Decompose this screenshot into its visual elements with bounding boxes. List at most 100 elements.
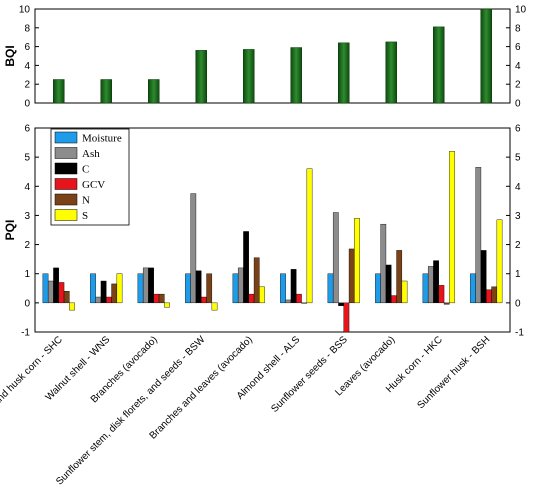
- pqi-bar-ash-husk-corn-hkc: [427, 266, 434, 304]
- legend-swatch-moisture: [54, 131, 78, 144]
- pqi-right-tick-label: 2: [515, 240, 521, 251]
- pqi-bar-n-sunflower-seeds-bss: [348, 248, 355, 304]
- legend-label-n: N: [82, 195, 90, 207]
- pqi-bar-moisture-sunflower-stem-disk-florets-and-seeds-bsw: [185, 273, 191, 304]
- pqi-bar-gcv-almond-shell-als: [296, 293, 302, 304]
- pqi-bar-s-sunflower-stem-disk-florets-and-seeds-bsw: [211, 302, 218, 311]
- bqi-bar-walnut-shell-wns: [100, 79, 112, 104]
- pqi-bar-ash-sunflower-husk-bsh: [475, 167, 482, 304]
- legend: Moisture Ash C GCV NS: [50, 128, 130, 226]
- pqi-bar-n-stalk-and-husk-corn-shc: [63, 291, 70, 304]
- bqi-bar-branches-and-leaves-avocado: [243, 49, 255, 104]
- pqi-bar-moisture-stalk-and-husk-corn-shc: [42, 273, 49, 304]
- pqi-right-tick-label: 5: [515, 153, 521, 164]
- pqi-bar-c-stalk-and-husk-corn-shc: [53, 267, 59, 304]
- pqi-left-tick-label: 6: [24, 124, 30, 135]
- pqi-bar-moisture-leaves-avocado: [375, 273, 381, 304]
- bqi-left-tick-label: 8: [24, 23, 30, 34]
- pqi-bar-s-almond-shell-als: [306, 168, 313, 304]
- bqi-left-tick-label: 10: [19, 5, 31, 16]
- pqi-bar-gcv-sunflower-stem-disk-florets-and-seeds-bsw: [201, 296, 207, 304]
- pqi-bar-moisture-almond-shell-als: [280, 273, 286, 304]
- bqi-left-tick-label: 2: [24, 80, 30, 91]
- pqi-bar-n-sunflower-stem-disk-florets-and-seeds-bsw: [206, 273, 213, 304]
- pqi-plot-frame: [34, 127, 511, 333]
- pqi-bar-n-sunflower-husk-bsh: [491, 286, 498, 304]
- pqi-bar-n-branches-and-leaves-avocado: [253, 257, 260, 304]
- pqi-left-tick-label: 2: [24, 240, 30, 251]
- bqi-left-tick-label: 4: [24, 61, 30, 72]
- pqi-bar-c-husk-corn-hkc: [433, 260, 439, 304]
- pqi-bar-gcv-stalk-and-husk-corn-shc: [58, 282, 65, 304]
- pqi-right-tick-label: 4: [515, 182, 521, 193]
- pqi-bar-ash-almond-shell-als: [285, 299, 292, 304]
- bqi-bar-sunflower-seeds-bss: [338, 42, 350, 104]
- pqi-panel: -1 -1 0 0 1 1 2 2 3 3 4 4 5 5 6 6 PQI: [3, 124, 524, 339]
- pqi-bar-gcv-sunflower-seeds-bss: [343, 302, 350, 333]
- pqi-bar-c-sunflower-seeds-bss: [338, 302, 344, 306]
- pqi-bar-c-walnut-shell-wns: [100, 280, 107, 304]
- pqi-bar-c-sunflower-husk-bsh: [480, 250, 487, 304]
- pqi-right-tick-label: 3: [515, 211, 521, 222]
- pqi-left-tick-label: 5: [24, 153, 30, 164]
- pqi-bar-moisture-branches-and-leaves-avocado: [232, 273, 239, 304]
- pqi-bar-moisture-walnut-shell-wns: [90, 273, 96, 304]
- pqi-right-tick-label: -1: [515, 328, 524, 339]
- pqi-bar-gcv-sunflower-husk-bsh: [486, 289, 492, 304]
- pqi-bar-n-branches-avocado: [158, 293, 165, 304]
- pqi-bar-ash-leaves-avocado: [380, 223, 387, 304]
- pqi-bar-s-sunflower-seeds-bss: [354, 218, 360, 304]
- pqi-bar-ash-sunflower-stem-disk-florets-and-seeds-bsw: [190, 193, 197, 304]
- pqi-left-tick-label: -1: [21, 328, 30, 339]
- category-label-stalk-and-husk-corn-shc: Stalk and husk corn - SHC: [0, 334, 65, 425]
- pqi-bar-moisture-branches-avocado: [137, 273, 144, 304]
- legend-label-s: S: [82, 210, 88, 222]
- pqi-bar-gcv-leaves-avocado: [391, 295, 397, 304]
- pqi-bar-moisture-sunflower-seeds-bss: [327, 273, 334, 304]
- bqi-plot-frame: [34, 8, 511, 104]
- pqi-bar-ash-walnut-shell-wns: [95, 296, 102, 304]
- bqi-bar-stalk-and-husk-corn-shc: [53, 79, 65, 104]
- pqi-bar-s-husk-corn-hkc: [449, 151, 455, 304]
- pqi-bar-ash-stalk-and-husk-corn-shc: [47, 280, 54, 304]
- pqi-bar-s-branches-avocado: [164, 302, 170, 308]
- legend-swatch-n: [54, 193, 78, 206]
- legend-box: [50, 128, 130, 226]
- legend-label-gcv: GCV: [82, 179, 105, 191]
- pqi-bar-s-walnut-shell-wns: [116, 273, 123, 304]
- legend-label-ash: Ash: [82, 148, 100, 160]
- pqi-bar-c-almond-shell-als: [290, 269, 297, 304]
- pqi-bar-gcv-branches-and-leaves-avocado: [248, 293, 255, 304]
- pqi-bar-moisture-sunflower-husk-bsh: [470, 273, 476, 304]
- legend-label-c: C: [82, 164, 89, 176]
- legend-swatch-ash: [54, 147, 78, 159]
- pqi-left-tick-label: 3: [24, 211, 30, 222]
- bqi-right-tick-label: 4: [515, 61, 521, 72]
- bqi-axis-title: BQI: [3, 45, 17, 66]
- bqi-right-tick-label: 0: [515, 99, 521, 110]
- pqi-left-tick-label: 4: [24, 182, 30, 193]
- pqi-right-tick-label: 1: [515, 269, 521, 280]
- bqi-bar-sunflower-husk-bsh: [480, 8, 492, 104]
- bqi-panel: 0 0 2 2 4 4 6 6 8 8 10 10 BQI: [3, 5, 527, 110]
- pqi-bar-ash-branches-and-leaves-avocado: [237, 267, 244, 304]
- pqi-left-tick-label: 1: [24, 269, 30, 280]
- pqi-bar-s-stalk-and-husk-corn-shc: [69, 302, 75, 311]
- pqi-axis-title: PQI: [3, 220, 17, 241]
- pqi-right-tick-label: 0: [515, 298, 521, 309]
- pqi-bar-ash-branches-avocado: [142, 267, 149, 304]
- bqi-bar-husk-corn-hkc: [433, 26, 445, 104]
- bqi-bar-sunflower-stem-disk-florets-and-seeds-bsw: [195, 50, 207, 104]
- pqi-right-tick-label: 6: [515, 124, 521, 135]
- pqi-bar-c-leaves-avocado: [385, 264, 392, 304]
- pqi-bar-c-branches-avocado: [148, 267, 154, 304]
- bqi-left-tick-label: 6: [24, 42, 30, 53]
- bqi-right-tick-label: 8: [515, 23, 521, 34]
- pqi-bar-c-sunflower-stem-disk-florets-and-seeds-bsw: [195, 270, 202, 304]
- category-label-branches-and-leaves-avocado: Branches and leaves (avocado): [148, 334, 255, 441]
- bqi-right-tick-label: 10: [515, 5, 527, 16]
- pqi-bar-n-walnut-shell-wns: [111, 283, 118, 304]
